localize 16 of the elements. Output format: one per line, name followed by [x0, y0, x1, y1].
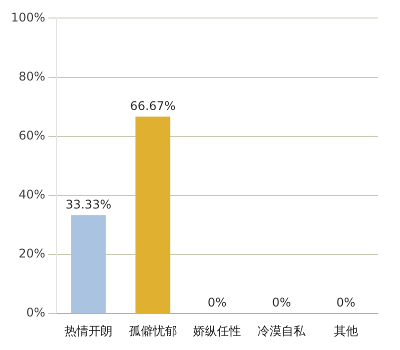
data-label: 33.33%: [66, 197, 112, 212]
y-tick-label: 0%: [26, 306, 46, 320]
data-label: 0%: [272, 296, 292, 310]
y-tick-label: 20%: [18, 246, 46, 261]
y-tick-label: 100%: [10, 10, 46, 24]
x-tick-label: 孤僻忧郁: [128, 324, 177, 338]
x-tick-label: 冷漠自私: [257, 324, 306, 338]
x-tick-label: 娇纵任性: [193, 324, 242, 338]
x-tick-label: 热情开朗: [64, 324, 112, 338]
y-tick-label: 60%: [18, 128, 46, 142]
data-label: 0%: [208, 296, 227, 310]
y-tick-label: 80%: [18, 69, 46, 84]
data-label: 0%: [336, 296, 356, 310]
x-tick-label: 其他: [334, 324, 358, 338]
data-label: 66.67%: [130, 98, 176, 113]
y-tick-label: 40%: [18, 188, 46, 202]
